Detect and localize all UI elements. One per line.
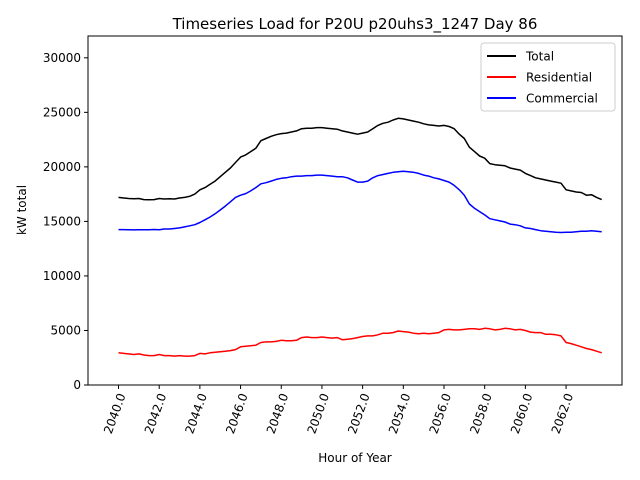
x-tick-label: 2062.0 bbox=[549, 391, 577, 435]
x-tick-label: 2048.0 bbox=[264, 391, 292, 435]
x-tick-label: 2050.0 bbox=[305, 391, 333, 435]
legend-items: Total Residential Commercial bbox=[487, 50, 598, 106]
series-line-commercial bbox=[118, 170, 602, 234]
y-tick-label: 5000 bbox=[50, 323, 81, 337]
y-tick-label: 10000 bbox=[43, 269, 81, 283]
x-tick-label: 2056.0 bbox=[427, 391, 455, 435]
plot-frame bbox=[87, 35, 623, 386]
y-tick-label: 30000 bbox=[43, 51, 81, 65]
x-tick-label: 2052.0 bbox=[345, 391, 373, 435]
x-tick-label: 2046.0 bbox=[223, 391, 251, 435]
x-tick-label: 2060.0 bbox=[508, 391, 536, 435]
series-line-residential bbox=[118, 327, 602, 357]
x-tick-label: 2058.0 bbox=[467, 391, 495, 435]
y-tick-label: 25000 bbox=[43, 105, 81, 119]
y-tick-label: 15000 bbox=[43, 214, 81, 228]
x-tick-label: 2044.0 bbox=[182, 391, 210, 435]
legend-label-total: Total bbox=[525, 50, 554, 64]
x-axis-ticks: 2040.0 2042.0 2044.0 2046.0 2048.0 2050.0 2052… bbox=[101, 385, 576, 436]
x-axis-label: Hour of Year bbox=[318, 451, 392, 465]
y-axis-label: kW total bbox=[15, 185, 29, 235]
legend-label-residential: Residential bbox=[526, 71, 592, 85]
y-axis-ticks: 0 5000 10000 15000 20000 25000 30000 bbox=[43, 51, 88, 392]
y-tick-label: 0 bbox=[73, 378, 81, 392]
x-tick-label: 2054.0 bbox=[386, 391, 414, 435]
chart-title: Timeseries Load for P20U p20uhs3_1247 Da… bbox=[172, 15, 538, 34]
y-tick-label: 20000 bbox=[43, 160, 81, 174]
x-tick-label: 2040.0 bbox=[101, 391, 129, 435]
legend-label-commercial: Commercial bbox=[526, 92, 598, 106]
legend-box bbox=[480, 42, 616, 112]
series-lines bbox=[118, 117, 602, 357]
legend: Total Residential Commercial bbox=[480, 42, 616, 112]
x-tick-label: 2042.0 bbox=[142, 391, 170, 435]
series-line-total bbox=[118, 117, 602, 201]
